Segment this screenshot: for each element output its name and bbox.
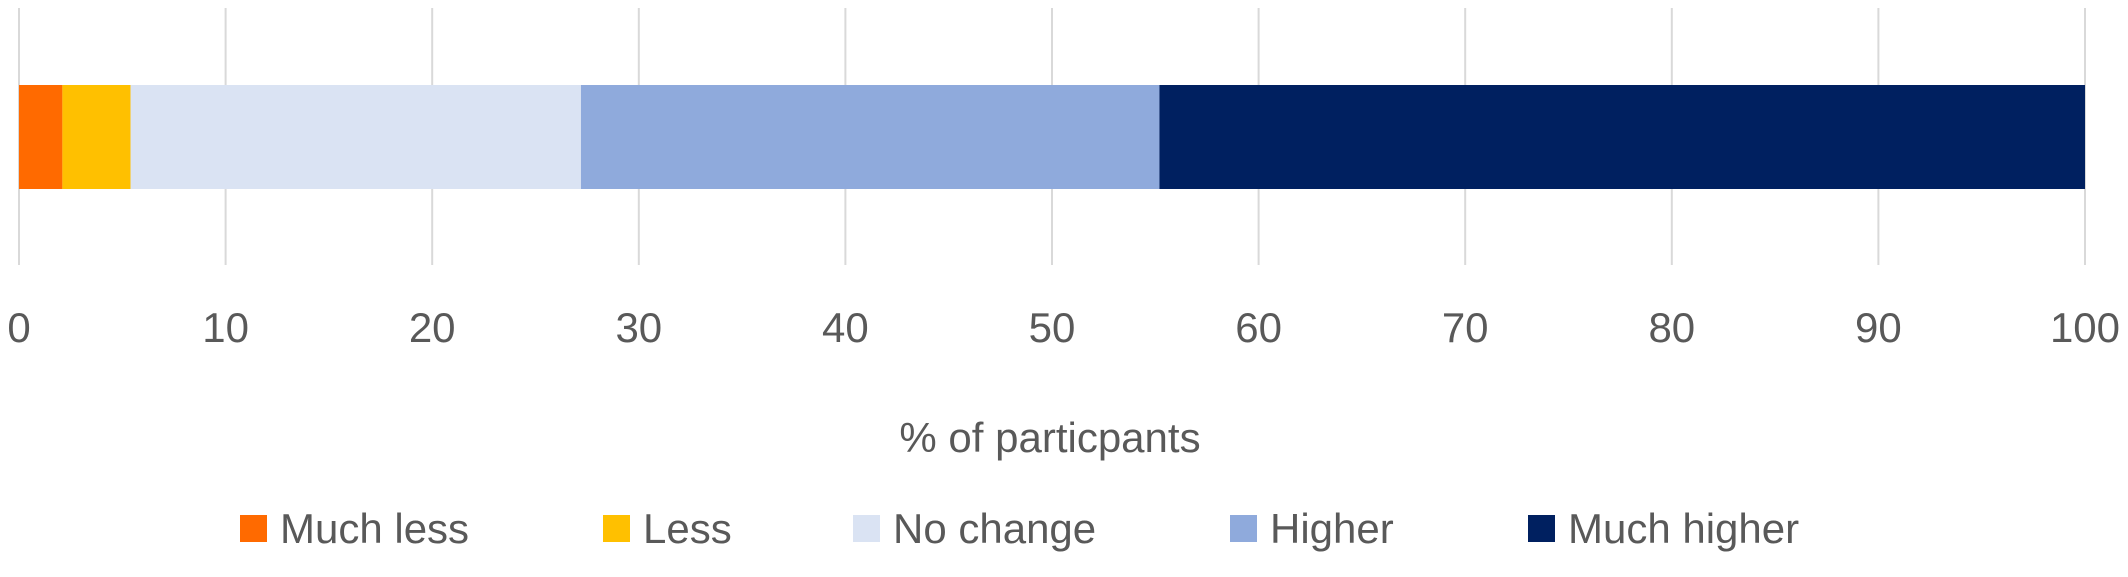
- legend-swatch-much-higher: [1528, 515, 1555, 542]
- legend-swatch-much-less: [240, 515, 267, 542]
- x-tick-label: 60: [1235, 304, 1282, 351]
- x-axis-title: % of particpants: [899, 414, 1200, 461]
- x-tick-label: 90: [1855, 304, 1902, 351]
- x-tick-label: 30: [615, 304, 662, 351]
- bar-segment-much-less: [19, 85, 63, 189]
- bar-segment-no-change: [130, 85, 581, 189]
- x-tick-label: 50: [1029, 304, 1076, 351]
- legend-swatch-higher: [1230, 515, 1257, 542]
- legend-label: Much less: [280, 505, 469, 552]
- x-tick-label: 0: [7, 304, 30, 351]
- x-tick-label: 10: [202, 304, 249, 351]
- bar-segment-less: [62, 85, 131, 189]
- x-tick-label: 100: [2050, 304, 2120, 351]
- bar-segment-higher: [580, 85, 1160, 189]
- legend-label: Less: [643, 505, 732, 552]
- bar-segments: [19, 85, 2085, 189]
- legend: Much less Less No change Higher Much higher: [240, 505, 1799, 552]
- x-tick-labels: 0 10 20 30 40 50 60 70 80 90 100: [7, 304, 2120, 351]
- bar-segment-much-higher: [1159, 85, 2085, 189]
- legend-label: Much higher: [1568, 505, 1799, 552]
- x-tick-label: 80: [1648, 304, 1695, 351]
- x-tick-label: 20: [409, 304, 456, 351]
- legend-swatch-less: [603, 515, 630, 542]
- legend-swatch-no-change: [853, 515, 880, 542]
- x-tick-label: 40: [822, 304, 869, 351]
- x-tick-label: 70: [1442, 304, 1489, 351]
- legend-label: Higher: [1270, 505, 1394, 552]
- legend-label: No change: [893, 505, 1096, 552]
